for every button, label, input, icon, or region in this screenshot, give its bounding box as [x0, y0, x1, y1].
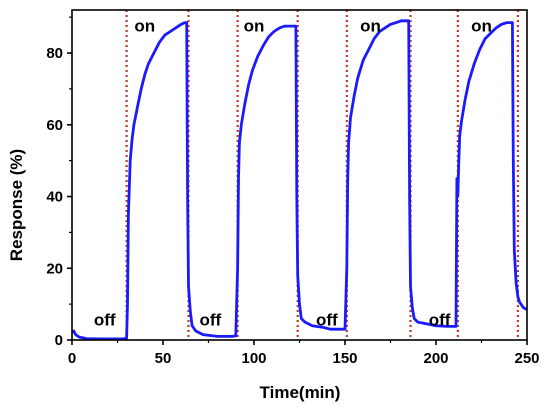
response-series-line-0 [71, 19, 528, 341]
x-tick-label-4: 200 [423, 350, 448, 367]
plot-area: 0 50 100 150 200 250 0 20 40 60 80 off on off on off on o… [46, 9, 540, 367]
annotation-on-3: on [244, 17, 265, 36]
annotation-on-5: on [360, 17, 381, 36]
y-tick-label-0: 0 [55, 332, 63, 349]
annotation-off-0: off [94, 311, 116, 330]
x-tick-label-5: 250 [514, 350, 539, 367]
x-tick-label-1: 50 [155, 350, 172, 367]
annotation-off-4: off [316, 311, 338, 330]
x-tick-label-0: 0 [68, 350, 76, 367]
x-axis-label: Time(min) [260, 383, 341, 402]
x-tick-label-3: 150 [332, 350, 357, 367]
annotation-on-7: on [471, 17, 492, 36]
y-axis-label: Response (%) [7, 149, 26, 261]
annotation-off-2: off [199, 311, 221, 330]
y-tick-label-4: 80 [46, 45, 63, 62]
y-tick-label-2: 40 [46, 189, 63, 206]
y-tick-label-1: 20 [46, 260, 63, 277]
annotation-off-6: off [429, 311, 451, 330]
x-tick-label-2: 100 [241, 350, 266, 367]
annotation-on-1: on [134, 17, 155, 36]
y-tick-label-3: 60 [46, 117, 63, 134]
